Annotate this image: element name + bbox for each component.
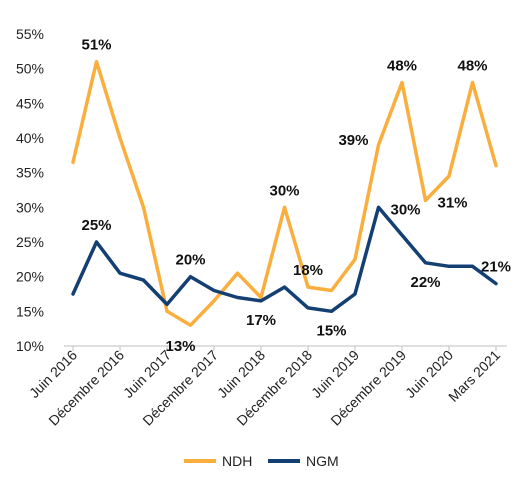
data-label: 39%: [338, 132, 368, 149]
y-tick-label: 50%: [16, 61, 44, 77]
data-label: 15%: [316, 322, 346, 339]
y-tick-label: 25%: [16, 234, 44, 250]
data-label: 31%: [438, 194, 468, 211]
series-line-ndh: [71, 59, 498, 327]
y-tick-label: 40%: [16, 130, 44, 146]
y-tick-label: 45%: [16, 95, 44, 111]
y-tick-label: 30%: [16, 199, 44, 215]
y-tick-label: 55%: [16, 26, 44, 42]
y-axis-tick-labels: 10% 15% 20% 25% 30% 35% 40% 45% 50% 55%: [16, 26, 44, 354]
y-tick-label: 15%: [16, 303, 44, 319]
legend-label-ngm: NGM: [306, 453, 339, 469]
series-line-ngm: [71, 205, 498, 314]
data-label: 13%: [165, 338, 195, 355]
x-tick-label: Mars 2021: [445, 347, 503, 405]
data-label: 21%: [481, 259, 511, 276]
legend: NDH NGM: [184, 453, 339, 469]
data-label: 22%: [410, 274, 440, 291]
data-label: 51%: [81, 37, 111, 54]
data-label: 25%: [81, 217, 111, 234]
data-label: 18%: [293, 262, 323, 279]
data-label: 48%: [457, 58, 487, 75]
series-lines: [71, 59, 498, 327]
data-label: 20%: [175, 252, 205, 269]
data-label: 17%: [246, 312, 276, 329]
data-label: 48%: [387, 58, 417, 75]
y-tick-label: 10%: [16, 338, 44, 354]
data-label: 30%: [391, 201, 421, 218]
y-tick-label: 20%: [16, 269, 44, 285]
data-labels: 51% 25% 13% 20% 17% 30% 18% 15% 39% 48% 30% 22% 31% 4…: [81, 37, 511, 356]
y-tick-label: 35%: [16, 165, 44, 181]
data-label: 30%: [269, 182, 299, 199]
legend-label-ndh: NDH: [222, 453, 252, 469]
